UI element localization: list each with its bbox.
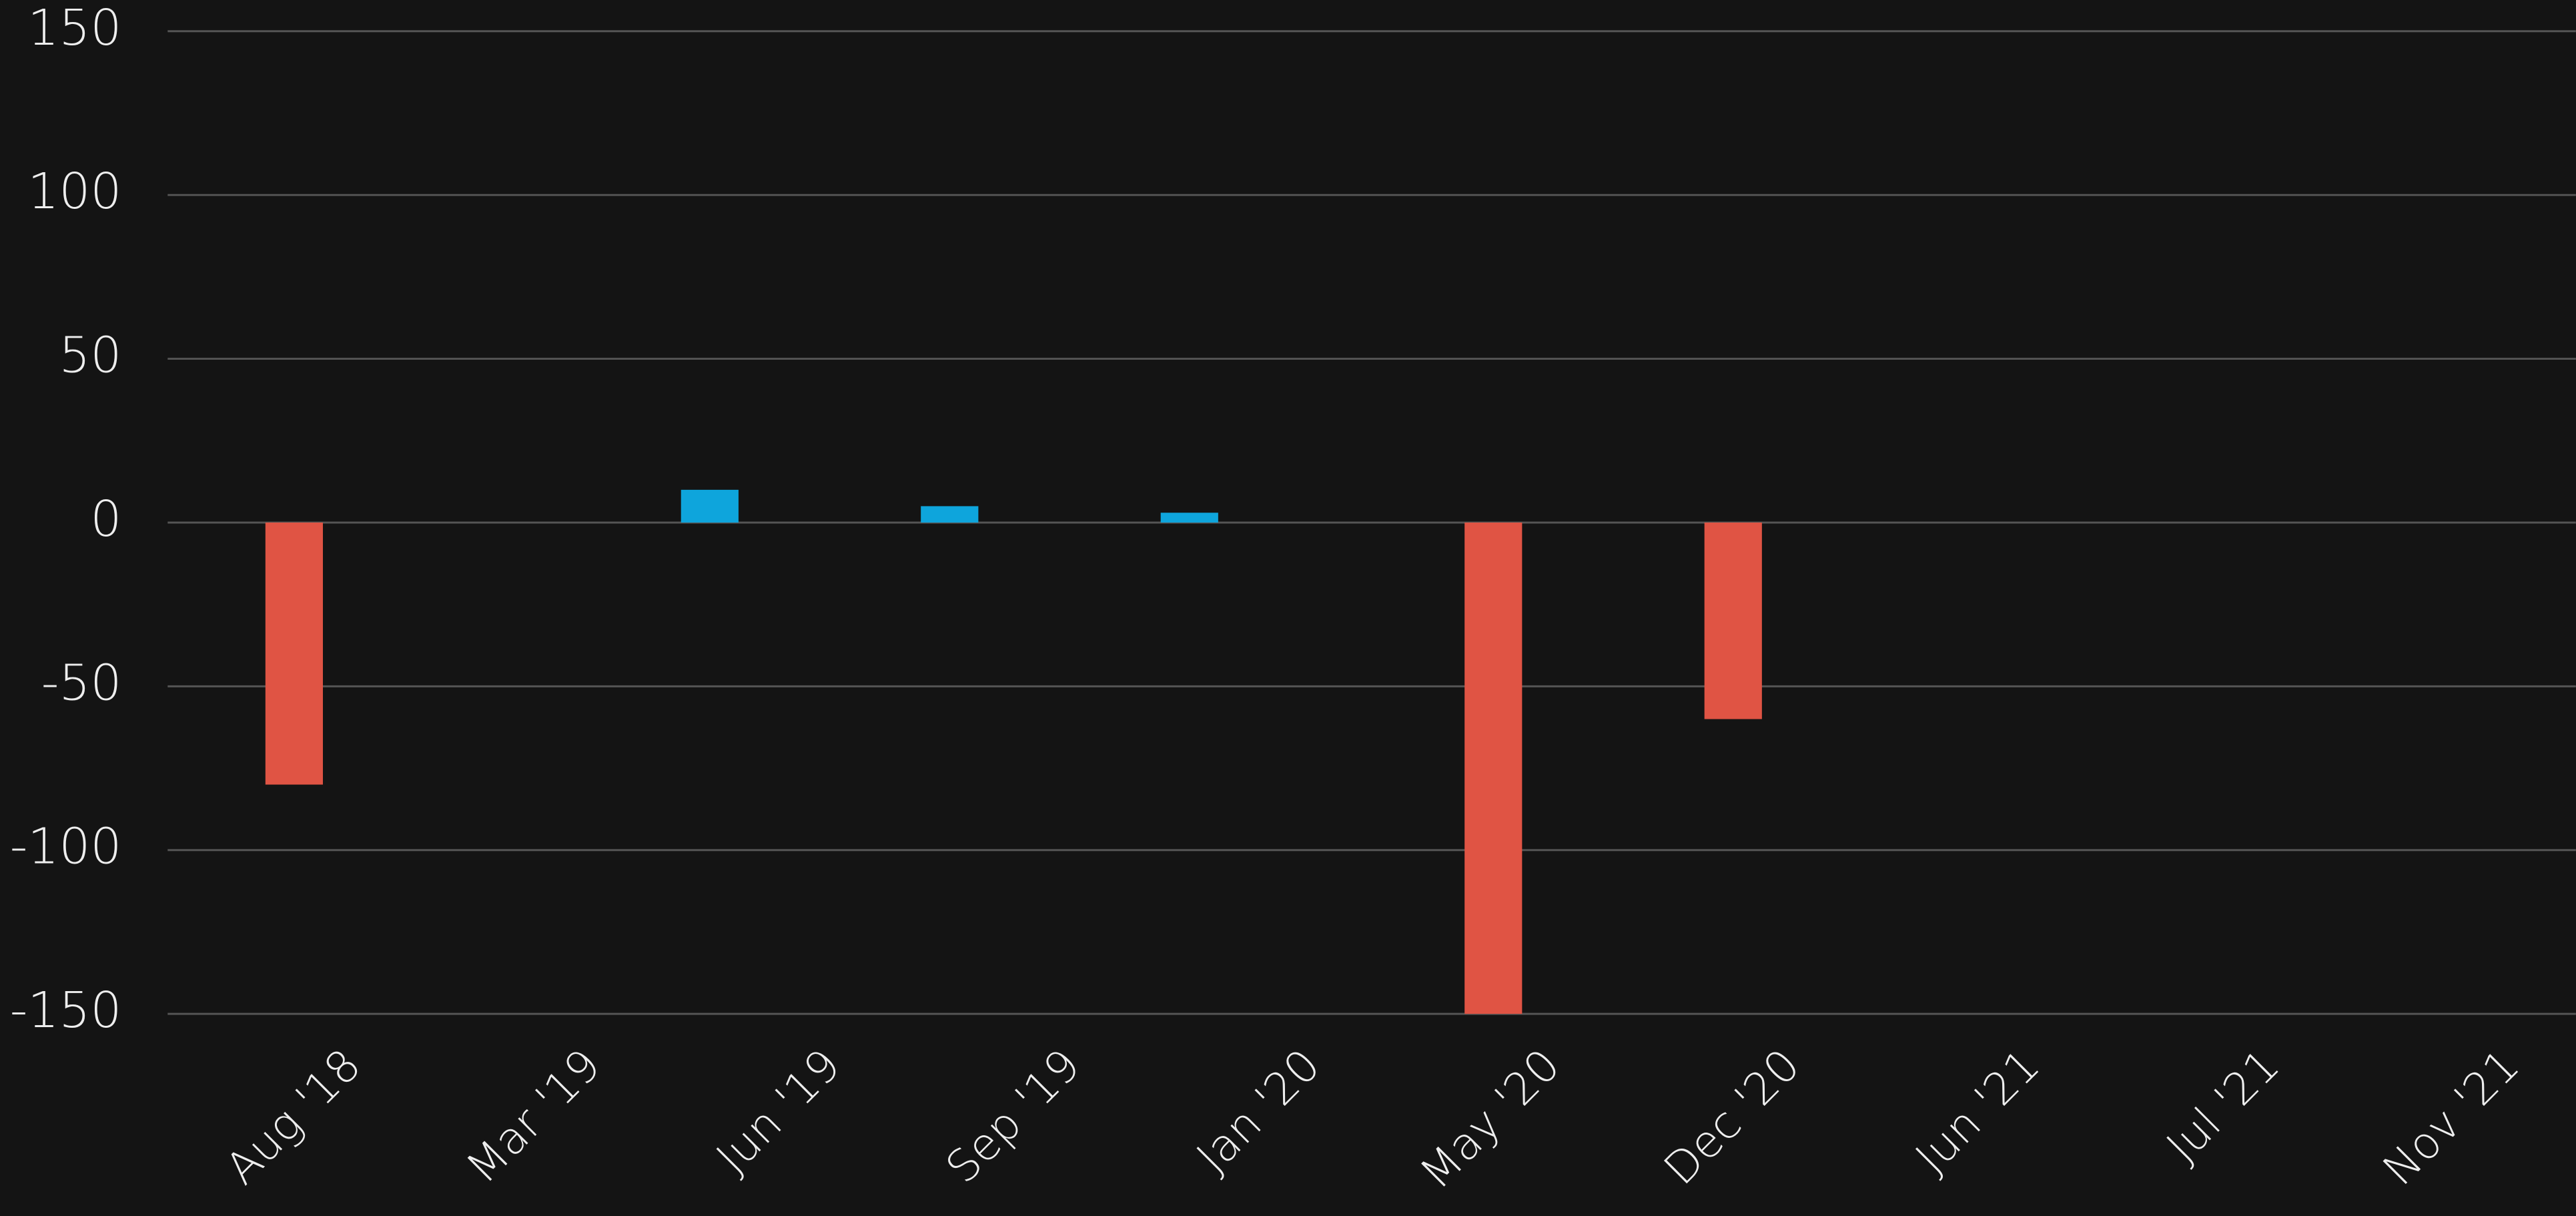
bar [921, 506, 979, 523]
y-tick-label: 100 [27, 163, 121, 220]
y-tick-label: 150 [27, 0, 121, 57]
y-tick-label: -100 [10, 818, 122, 876]
bar [265, 522, 323, 785]
bar [1464, 522, 1523, 1014]
y-tick-label: 50 [59, 327, 121, 384]
y-tick-label: -50 [41, 654, 122, 711]
bar [681, 489, 739, 523]
bar [1160, 513, 1218, 523]
bar [1704, 522, 1762, 719]
y-tick-label: -150 [10, 982, 122, 1039]
y-tick-label: 0 [90, 491, 121, 548]
